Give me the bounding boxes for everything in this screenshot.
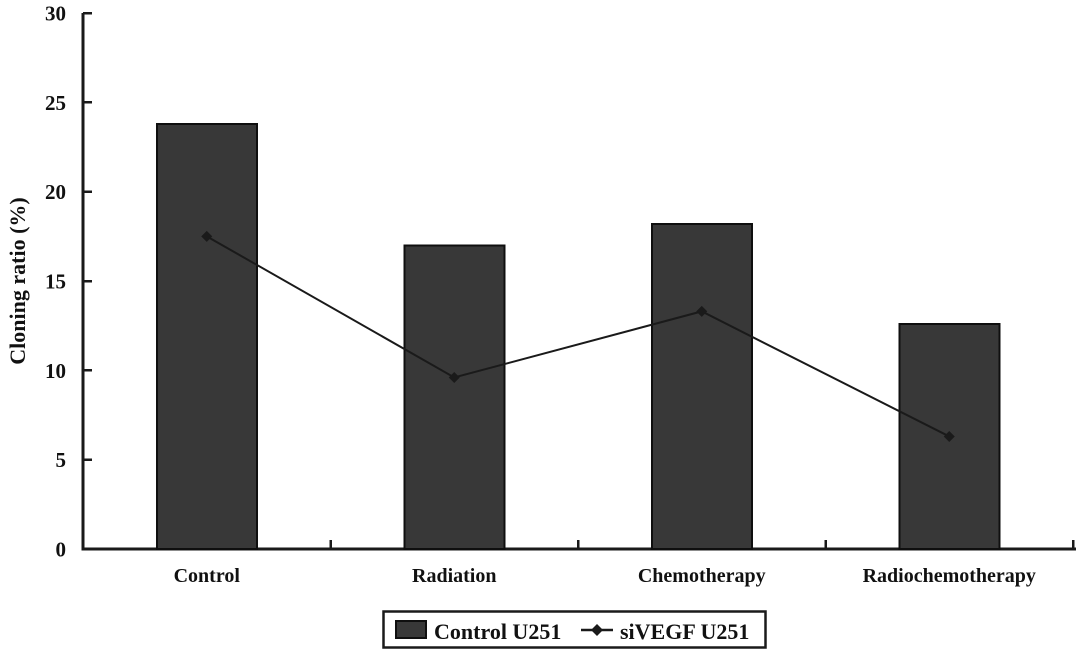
y-tick-label: 30 [45,2,66,26]
legend: Control U251 siVEGF U251 [382,610,767,649]
legend-box [382,610,767,649]
y-tick-label: 5 [56,448,67,472]
y-axis-title: Cloning ratio (%) [5,197,30,364]
y-tick-label: 10 [45,359,66,383]
diamond-marker-chemotherapy [696,305,708,317]
bar-chemotherapy [650,222,753,550]
legend-label-control-u251: Control U251 [434,619,561,644]
diamond-marker-radiochemotherapy [943,430,955,442]
bar-radiation [403,244,506,550]
diamond-marker-control [201,230,213,242]
y-tick-label: 25 [45,91,66,115]
x-category-label: Radiochemotherapy [863,565,1036,587]
y-tick-label: 15 [45,270,66,294]
x-category-label: Control [174,565,241,587]
diamond-marker-radiation [448,371,460,383]
legend-label-sivegf-u251: siVEGF U251 [620,619,749,644]
sivegf-line [206,235,950,438]
legend-diamond-marker-icon [591,624,603,636]
y-tick-label: 0 [56,538,67,562]
x-category-label: Radiation [412,565,496,587]
legend-bar-swatch-icon [395,620,427,639]
x-category-label: Chemotherapy [638,565,766,587]
y-tick-label: 20 [45,180,66,204]
bar-control [155,122,258,550]
plot-area: 0 5 10 15 20 25 30 Control Radiation Chemotherapy… [45,2,1076,587]
